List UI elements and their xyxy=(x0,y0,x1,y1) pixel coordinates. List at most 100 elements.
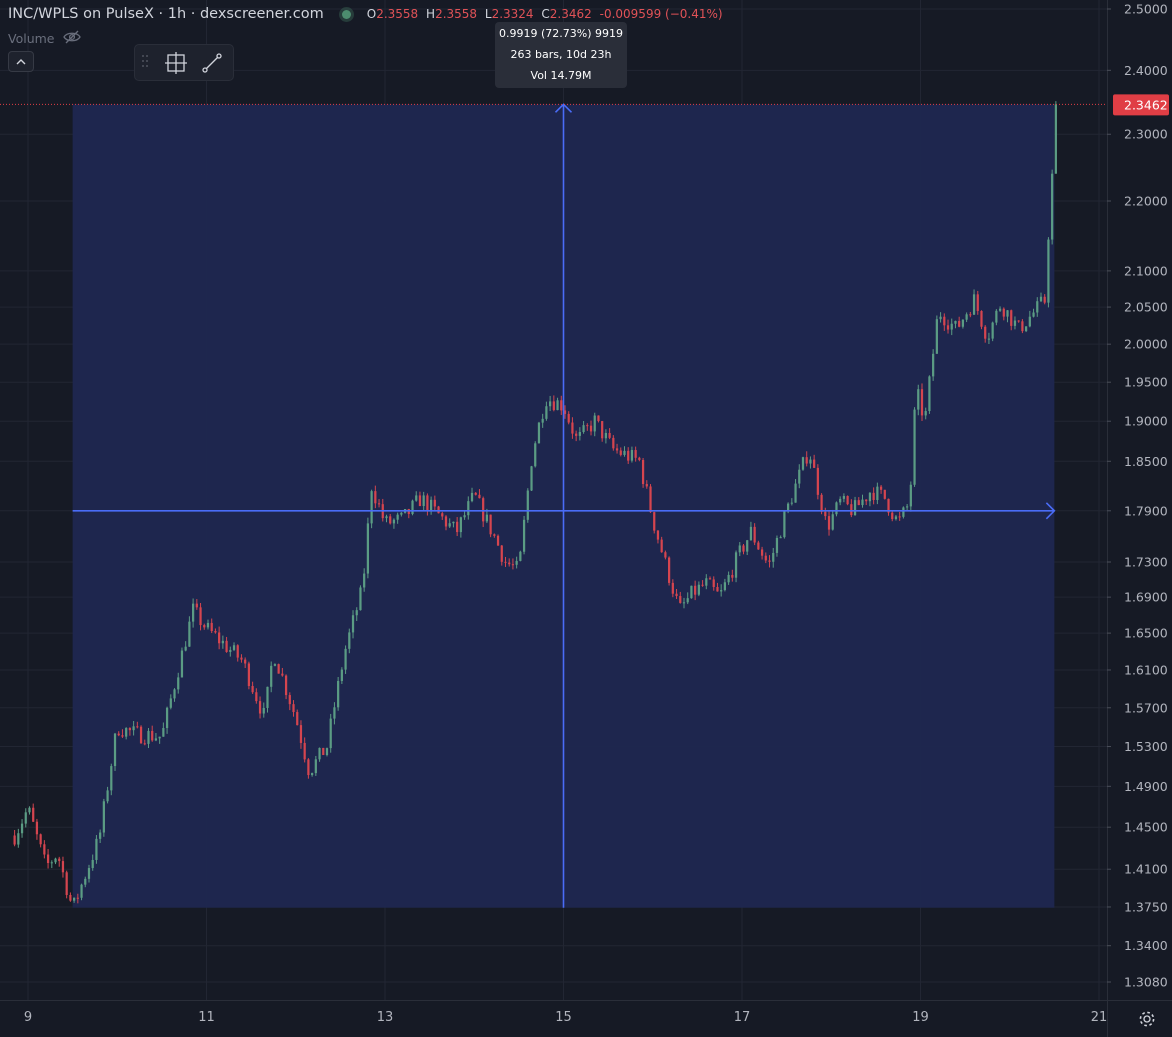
candle-body xyxy=(619,450,622,455)
drag-handle-icon[interactable] xyxy=(141,54,155,72)
candle-body xyxy=(760,549,764,556)
eye-off-icon[interactable] xyxy=(62,30,81,47)
candle-body xyxy=(225,640,228,652)
trend-line-button[interactable] xyxy=(197,48,227,78)
candle-body xyxy=(965,314,968,320)
candle-body xyxy=(783,511,786,538)
candle-body xyxy=(281,673,284,676)
candle-body xyxy=(731,574,734,578)
time-axis[interactable] xyxy=(0,1000,1172,1037)
candle-body xyxy=(482,498,485,522)
candle-body xyxy=(463,515,466,518)
candle-body xyxy=(842,496,846,499)
candle-body xyxy=(954,320,957,324)
candle-body xyxy=(902,507,905,517)
price-tick-label: 1.6100 xyxy=(1124,662,1168,677)
candle-body xyxy=(928,376,931,412)
collapse-legend-button[interactable] xyxy=(8,51,34,72)
candle-body xyxy=(54,858,57,863)
candle-body xyxy=(560,400,563,411)
candle-body xyxy=(322,747,325,755)
candle-body xyxy=(244,659,247,664)
candle-body xyxy=(199,607,202,626)
candle-body xyxy=(522,519,526,552)
candle-body xyxy=(177,677,180,690)
candle-body xyxy=(72,897,76,901)
candle-body xyxy=(493,534,496,536)
candle-body xyxy=(158,736,161,739)
symbol-title[interactable]: INC/WPLS on PulseX · 1h · dexscreener.co… xyxy=(8,6,324,22)
candle-body xyxy=(898,516,901,518)
candle-body xyxy=(905,506,909,508)
chart-settings-button[interactable] xyxy=(1136,1008,1158,1030)
candle-body xyxy=(20,823,24,834)
measure-tool-button[interactable] xyxy=(161,48,191,78)
candle-body xyxy=(35,821,39,835)
candle-body xyxy=(541,418,544,423)
candle-body xyxy=(125,728,128,737)
candle-body xyxy=(664,552,667,558)
price-tick-label: 1.3750 xyxy=(1124,899,1168,914)
candle-body xyxy=(411,500,414,515)
candle-body xyxy=(772,552,775,562)
candle-body xyxy=(236,645,239,658)
candle-body xyxy=(437,506,440,514)
candle-body xyxy=(571,422,574,434)
candle-body xyxy=(418,495,422,507)
candle-body xyxy=(377,503,381,505)
candle-body xyxy=(887,498,890,513)
candle-body xyxy=(809,459,812,464)
candle-body xyxy=(95,838,98,860)
candle-body xyxy=(545,406,548,419)
candle-body xyxy=(813,459,816,468)
candle-body xyxy=(980,310,983,327)
candle-body xyxy=(452,521,455,524)
candle-body xyxy=(727,574,730,583)
candle-body xyxy=(1054,104,1057,174)
candle-body xyxy=(110,766,113,791)
candle-body xyxy=(318,747,321,760)
candle-body xyxy=(84,878,87,885)
candle-body xyxy=(307,759,310,776)
candle-body xyxy=(682,602,686,604)
candle-body xyxy=(775,537,779,553)
candle-body xyxy=(991,322,994,339)
candle-body xyxy=(894,516,898,520)
candle-body xyxy=(630,450,634,461)
candle-body xyxy=(288,695,291,705)
candle-body xyxy=(757,542,760,550)
candle-body xyxy=(46,854,50,864)
price-axis[interactable] xyxy=(1107,0,1172,1037)
high-value: 2.3558 xyxy=(435,7,478,21)
candle-body xyxy=(132,726,135,731)
price-tick-label: 1.9500 xyxy=(1124,375,1168,390)
candle-body xyxy=(333,707,336,719)
candle-body xyxy=(946,325,950,330)
price-tick-label: 2.2000 xyxy=(1124,194,1168,209)
candle-body xyxy=(396,514,399,520)
candle-body xyxy=(433,499,436,507)
candle-body xyxy=(139,726,143,744)
candle-body xyxy=(850,504,853,516)
candle-body xyxy=(820,494,823,512)
candle-body xyxy=(474,492,477,495)
price-tick-label: 1.4100 xyxy=(1124,862,1168,877)
candle-body xyxy=(920,389,924,416)
volume-label[interactable]: Volume xyxy=(8,31,55,46)
price-tick-label: 2.3000 xyxy=(1124,127,1168,142)
candle-body xyxy=(61,861,65,873)
candle-body xyxy=(87,868,91,879)
candle-body xyxy=(720,590,723,592)
candle-body xyxy=(552,401,555,411)
candle-body xyxy=(456,521,459,533)
time-tick-label: 9 xyxy=(24,1010,32,1025)
candle-body xyxy=(839,498,842,503)
open-value: 2.3558 xyxy=(376,7,419,21)
candle-body xyxy=(359,587,362,611)
candle-body xyxy=(240,657,243,660)
measure-tool-icon xyxy=(165,51,187,74)
candle-body xyxy=(337,680,340,708)
price-tick-label: 1.5700 xyxy=(1124,700,1168,715)
candle-body xyxy=(385,516,388,519)
